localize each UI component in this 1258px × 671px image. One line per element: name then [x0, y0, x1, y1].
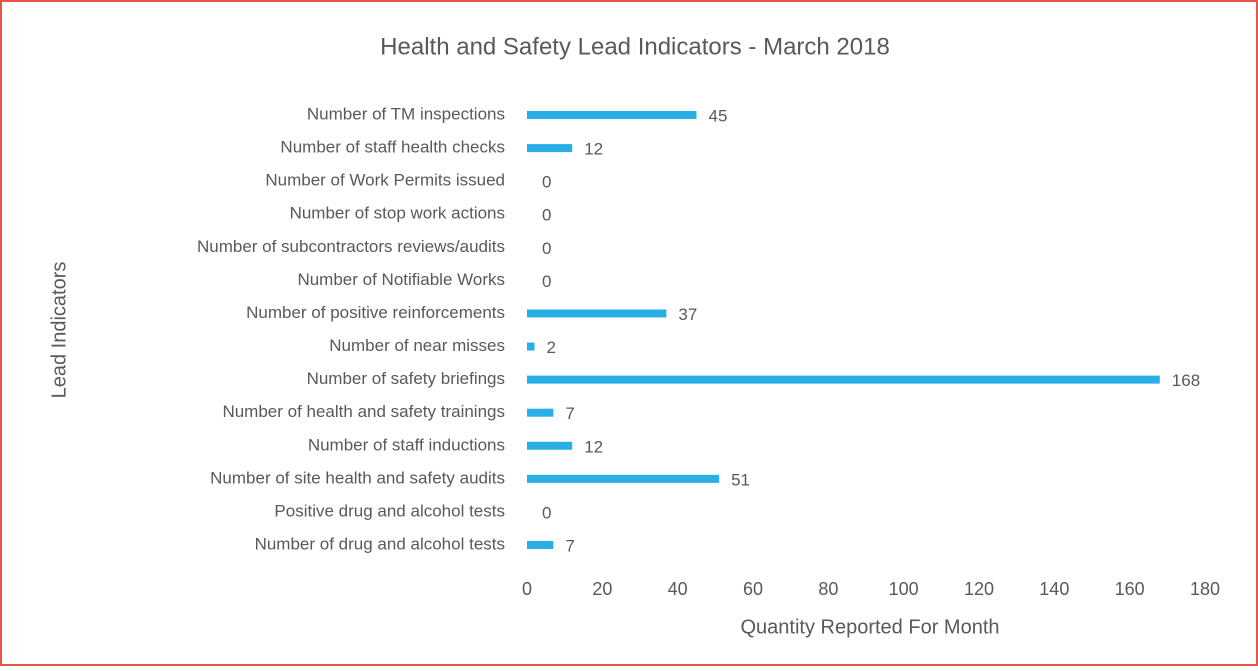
x-tick-label: 40	[668, 579, 688, 599]
bar	[527, 375, 1160, 384]
x-tick-label: 160	[1115, 579, 1145, 599]
value-label: 7	[565, 536, 574, 555]
x-tick-label: 0	[522, 579, 532, 599]
value-label: 7	[565, 404, 574, 423]
value-label: 37	[678, 305, 697, 324]
y-tick-label: Number of subcontractors reviews/audits	[197, 237, 505, 256]
bar	[527, 111, 697, 119]
bar	[527, 541, 554, 549]
y-tick-label: Positive drug and alcohol tests	[274, 501, 505, 520]
y-tick-label: Number of TM inspections	[307, 104, 505, 123]
y-tick-label: Number of staff health checks	[280, 138, 505, 157]
chart-title: Health and Safety Lead Indicators - Marc…	[380, 33, 890, 60]
value-label: 0	[542, 173, 551, 192]
y-tick-label: Number of near misses	[329, 336, 505, 355]
value-label: 45	[709, 106, 728, 125]
y-tick-label: Number of site health and safety audits	[210, 468, 505, 487]
y-tick-label: Number of positive reinforcements	[246, 303, 505, 322]
x-axis-title: Quantity Reported For Month	[740, 616, 999, 638]
bar	[527, 474, 720, 483]
x-tick-label: 180	[1190, 579, 1220, 599]
x-tick-label: 20	[592, 579, 612, 599]
x-tick-label: 100	[889, 579, 919, 599]
value-label: 168	[1172, 371, 1200, 390]
bar	[527, 144, 573, 153]
value-label: 0	[542, 239, 551, 258]
bar	[527, 342, 535, 351]
value-label: 12	[584, 140, 603, 159]
value-label: 12	[584, 437, 603, 456]
y-tick-label: Number of drug and alcohol tests	[255, 534, 505, 553]
y-tick-label: Number of stop work actions	[290, 204, 505, 223]
value-label: 0	[542, 206, 551, 225]
y-tick-label: Number of staff inductions	[308, 435, 505, 454]
bar	[527, 408, 554, 417]
y-tick-label: Number of safety briefings	[307, 369, 505, 388]
value-label: 0	[542, 503, 551, 522]
value-label: 2	[547, 338, 556, 357]
bar	[527, 441, 573, 450]
x-tick-label: 120	[964, 579, 994, 599]
y-axis-title: Lead Indicators	[48, 262, 70, 399]
value-label: 51	[731, 470, 750, 489]
x-tick-label: 80	[818, 579, 838, 599]
x-tick-label: 60	[743, 579, 763, 599]
x-tick-label: 140	[1039, 579, 1069, 599]
bar	[527, 309, 667, 318]
y-tick-label: Number of health and safety trainings	[222, 402, 505, 421]
y-tick-label: Number of Work Permits issued	[265, 171, 505, 190]
y-tick-label: Number of Notifiable Works	[297, 270, 505, 289]
value-label: 0	[542, 272, 551, 291]
